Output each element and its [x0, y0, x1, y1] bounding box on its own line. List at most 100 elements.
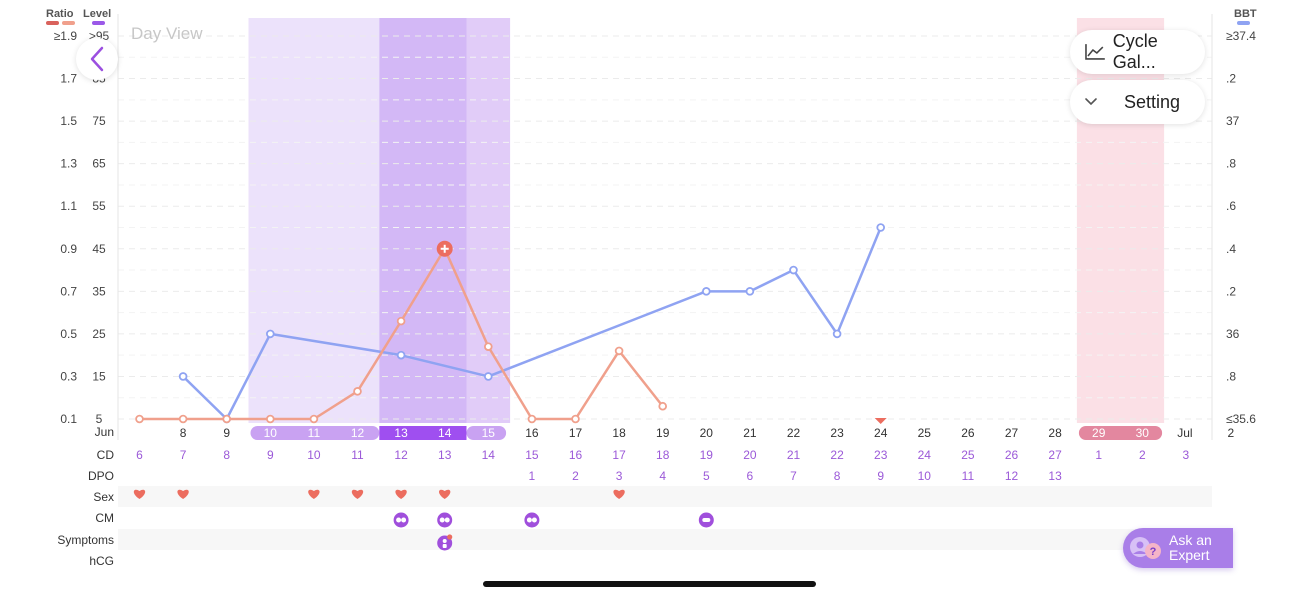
row-label-symptoms: Symptoms [57, 533, 114, 547]
heart-icon[interactable] [439, 489, 451, 499]
date-label[interactable]: 26 [961, 426, 975, 440]
date-label[interactable]: 2 [1228, 426, 1235, 440]
symptom-icon-detail [442, 544, 447, 548]
date-label[interactable]: 8 [180, 426, 187, 440]
ratio-tick-label: 0.1 [60, 412, 77, 426]
level-point[interactable] [265, 414, 275, 424]
bbt-tick-label: ≤35.6 [1226, 412, 1256, 426]
level-point[interactable] [178, 414, 188, 424]
expert-chat-icon: ? [1130, 537, 1161, 559]
heart-icon[interactable] [177, 489, 189, 499]
cd-value: 24 [918, 448, 932, 462]
cd-value: 6 [136, 448, 143, 462]
date-label[interactable]: 28 [1048, 426, 1062, 440]
level-tick-label: 35 [92, 284, 106, 298]
date-label[interactable]: 25 [918, 426, 932, 440]
level-tick-label: 5 [96, 412, 103, 426]
level-point[interactable] [614, 346, 624, 356]
date-label[interactable]: 30 [1136, 426, 1150, 440]
ratio-tick-label: 0.5 [60, 327, 77, 341]
level-tick-label: 25 [92, 327, 106, 341]
date-label[interactable]: 16 [525, 426, 539, 440]
cd-value: 1 [1095, 448, 1102, 462]
heart-icon[interactable] [133, 489, 146, 499]
ask-expert-label: Ask an Expert [1169, 532, 1212, 563]
bbt-point[interactable] [265, 329, 275, 339]
date-label[interactable]: 27 [1005, 426, 1019, 440]
setting-button[interactable]: Setting [1070, 80, 1205, 124]
bbt-label: BBT [1234, 8, 1257, 20]
sex-row-bg [118, 486, 1212, 507]
level-point[interactable] [571, 414, 580, 424]
ratio-tick-label: 0.9 [60, 242, 77, 256]
level-legend-swatch [92, 21, 105, 25]
bbt-tick-label: .4 [1226, 242, 1236, 256]
cervical-mucus-icon-detail [401, 517, 407, 523]
date-label[interactable]: 18 [612, 426, 626, 440]
setting-label: Setting [1124, 91, 1181, 112]
row-label-cm: CM [95, 511, 114, 525]
heart-icon[interactable] [395, 489, 407, 499]
ratio-legend-swatch [62, 21, 75, 25]
level-tick-label: 45 [92, 242, 106, 256]
date-label[interactable]: 14 [438, 426, 452, 440]
row-label-sex: Sex [93, 490, 114, 504]
bbt-point[interactable] [789, 265, 798, 275]
dpo-value: 4 [659, 469, 666, 483]
cd-value: 10 [307, 448, 321, 462]
bbt-point[interactable] [745, 287, 755, 296]
bbt-point[interactable] [832, 329, 842, 339]
heart-icon[interactable] [351, 489, 364, 499]
bbt-point[interactable] [396, 350, 406, 360]
date-label[interactable]: 21 [743, 426, 757, 440]
date-label[interactable]: 20 [700, 426, 714, 440]
symptom-alert-dot [447, 534, 453, 540]
level-point[interactable] [483, 342, 493, 351]
home-indicator [483, 581, 816, 587]
cd-value: 16 [569, 448, 583, 462]
level-point[interactable] [658, 401, 667, 411]
level-point[interactable] [135, 414, 144, 424]
level-point[interactable] [396, 316, 406, 326]
cervical-mucus-icon-detail [526, 517, 532, 523]
dpo-value: 8 [834, 469, 841, 483]
date-label[interactable]: 15 [482, 426, 496, 440]
level-point[interactable] [309, 414, 319, 424]
date-label[interactable]: 11 [308, 426, 321, 440]
cervical-mucus-icon-detail [702, 518, 711, 522]
bbt-tick-label: .6 [1226, 199, 1236, 213]
cycle-gallery-button[interactable]: Cycle Gal... [1070, 30, 1205, 74]
heart-icon[interactable] [308, 489, 320, 499]
dpo-value: 11 [962, 469, 975, 483]
date-label[interactable]: 17 [569, 426, 583, 440]
level-point[interactable] [353, 387, 362, 396]
date-label[interactable]: 12 [351, 426, 365, 440]
ratio-tick-label: 1.3 [60, 157, 77, 171]
cd-value: 18 [656, 448, 670, 462]
cd-value: 2 [1139, 448, 1146, 462]
date-label[interactable]: 22 [787, 426, 801, 440]
bbt-tick-label: .2 [1226, 284, 1236, 298]
date-label[interactable]: 24 [874, 426, 888, 440]
date-label[interactable]: 23 [830, 426, 844, 440]
bbt-point[interactable] [178, 372, 188, 381]
bbt-point[interactable] [876, 223, 885, 232]
dpo-value: 12 [1005, 469, 1019, 483]
ratio-tick-label: 1.5 [60, 114, 77, 128]
date-label[interactable]: 13 [394, 426, 408, 440]
bbt-point[interactable] [483, 372, 493, 381]
date-label[interactable]: 9 [223, 426, 230, 440]
ask-expert-button[interactable]: ? Ask an Expert [1123, 528, 1233, 568]
level-point[interactable] [527, 414, 537, 424]
date-label[interactable]: 19 [656, 426, 670, 440]
heart-icon[interactable] [613, 489, 625, 499]
cd-value: 15 [525, 448, 539, 462]
date-label[interactable]: 10 [264, 426, 278, 440]
cd-value: 9 [267, 448, 274, 462]
back-button[interactable] [76, 38, 118, 80]
date-label[interactable]: 29 [1092, 426, 1106, 440]
bbt-point[interactable] [701, 287, 711, 296]
row-label-dpo: DPO [88, 469, 114, 483]
dpo-value: 9 [877, 469, 884, 483]
level-point[interactable] [222, 414, 232, 424]
